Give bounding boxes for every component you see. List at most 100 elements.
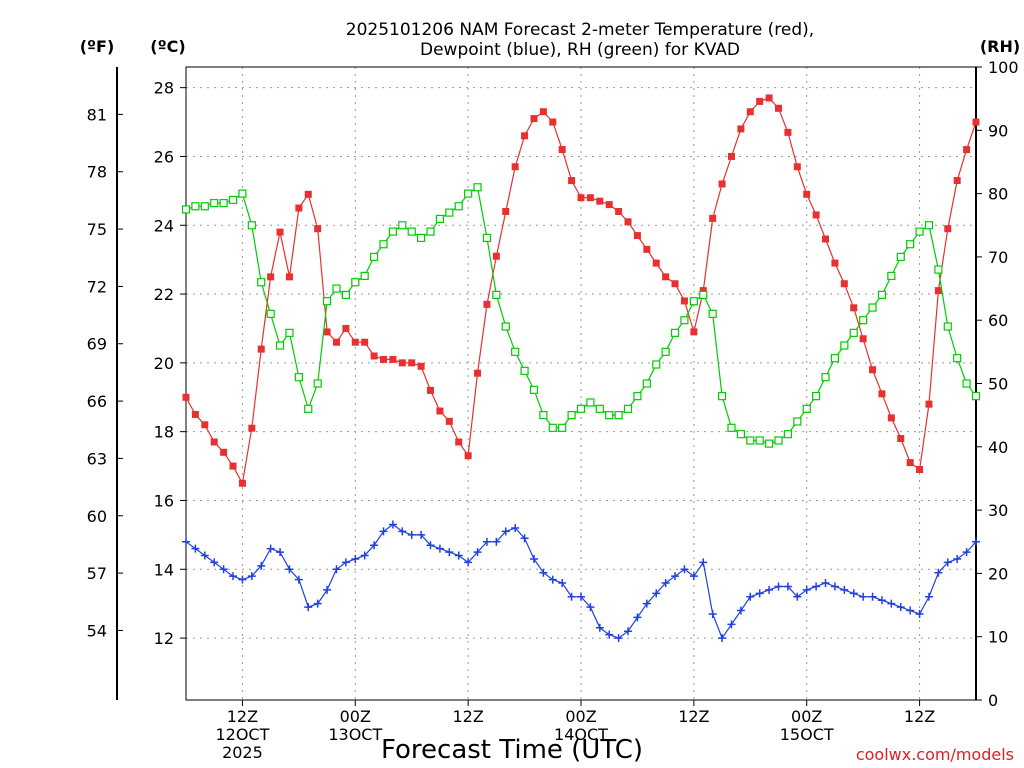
- temperature-point: [295, 204, 303, 212]
- dewpoint-point: [276, 548, 285, 557]
- rh-point: [379, 240, 388, 249]
- dewpoint-point: [360, 551, 369, 560]
- temperature-point: [859, 335, 867, 343]
- dewpoint-point: [962, 548, 971, 557]
- dewpoint-point: [708, 609, 717, 618]
- rh-point: [360, 271, 369, 280]
- dewpoint-point: [323, 585, 332, 594]
- temperature-point: [238, 479, 246, 487]
- temperature-point: [229, 462, 237, 470]
- dewpoint-point: [680, 565, 689, 574]
- dewpoint-point: [614, 634, 623, 643]
- rh-point: [445, 208, 454, 217]
- temperature-point: [276, 228, 284, 236]
- rh-point: [830, 354, 840, 363]
- temperature-point: [210, 438, 218, 446]
- rh-point: [332, 284, 341, 293]
- credit-link[interactable]: coolwx.com/models: [856, 745, 1014, 764]
- fahrenheit-tick-label: 66: [87, 392, 107, 411]
- rh-point: [304, 404, 313, 413]
- x-tick-date-label: 2025: [222, 743, 263, 762]
- rh-series: [181, 183, 981, 448]
- dewpoint-point: [727, 620, 736, 629]
- fahrenheit-tick-label: 63: [87, 449, 107, 468]
- temperature-point: [850, 304, 858, 312]
- rh-point: [351, 278, 360, 287]
- temperature-point: [624, 218, 632, 226]
- dewpoint-point: [548, 575, 557, 584]
- temperature-point: [605, 201, 613, 209]
- rh-point: [953, 354, 962, 363]
- celsius-tick-label: 28: [154, 79, 174, 98]
- rh-point: [821, 373, 830, 382]
- rh-point: [661, 347, 670, 356]
- dewpoint-point: [182, 537, 190, 546]
- rh-point: [877, 290, 887, 299]
- dewpoint-point: [492, 537, 501, 546]
- dewpoint-point: [915, 609, 924, 618]
- dewpoint-point: [417, 530, 426, 539]
- temperature-point: [878, 390, 886, 398]
- temperature-point: [445, 417, 453, 425]
- temperature-point: [304, 190, 312, 198]
- rh-point: [896, 252, 905, 261]
- temperature-point: [746, 108, 754, 116]
- temperature-point: [398, 359, 406, 367]
- rh-point: [210, 198, 219, 208]
- rh-point: [783, 430, 793, 439]
- temperature-point: [737, 125, 745, 133]
- rh-point: [238, 189, 247, 198]
- temperature-point: [840, 280, 848, 288]
- gridlines: [186, 67, 976, 700]
- temperature-point: [182, 393, 190, 401]
- temperature-point: [191, 410, 199, 418]
- rh-point: [511, 347, 520, 356]
- rh-point: [200, 202, 209, 211]
- temperature-point: [887, 414, 895, 422]
- dewpoint-point: [558, 579, 567, 588]
- dewpoint-point: [812, 582, 821, 591]
- temperature-point: [822, 235, 830, 243]
- temperature-point: [662, 273, 670, 281]
- dewpoint-point: [934, 568, 943, 577]
- rh-tick-label: 0: [988, 691, 998, 710]
- dewpoint-point: [746, 592, 755, 601]
- rh-point: [595, 404, 604, 413]
- rh-point: [868, 303, 877, 312]
- temperature-point: [756, 97, 764, 105]
- rh-point: [812, 392, 821, 401]
- rh-point: [623, 404, 633, 413]
- temperature-point: [492, 252, 500, 260]
- dewpoint-point: [266, 544, 275, 553]
- celsius-tick-label: 20: [154, 354, 174, 373]
- dewpoint-point: [473, 548, 482, 557]
- dewpoint-point: [887, 599, 896, 608]
- dewpoint-point: [247, 572, 256, 581]
- rh-point: [247, 221, 256, 230]
- rh-point: [228, 195, 238, 205]
- temperature-point: [812, 211, 820, 219]
- temperature-point: [220, 448, 228, 456]
- x-tick-label: 00Z: [791, 707, 822, 726]
- rh-point: [736, 430, 745, 439]
- rh-point: [849, 328, 858, 337]
- dewpoint-point: [379, 527, 388, 536]
- rh-point: [727, 423, 736, 432]
- fahrenheit-tick-label: 54: [87, 621, 107, 640]
- fahrenheit-tick-label: 75: [87, 220, 107, 239]
- rh-point: [341, 290, 350, 299]
- rh-point: [840, 341, 849, 350]
- fahrenheit-tick-label: 60: [87, 507, 107, 526]
- fahrenheit-tick-label: 69: [87, 335, 107, 354]
- rh-point: [520, 366, 529, 375]
- x-tick-label: 12Z: [227, 707, 258, 726]
- rh-point: [717, 392, 727, 401]
- dewpoint-point: [821, 579, 830, 588]
- dewpoint-point: [454, 551, 463, 560]
- rh-point: [755, 436, 764, 445]
- dewpoint-point: [736, 606, 745, 615]
- dewpoint-point: [407, 530, 416, 539]
- rh-tick-label: 60: [988, 311, 1008, 330]
- dewpoint-point: [774, 582, 783, 591]
